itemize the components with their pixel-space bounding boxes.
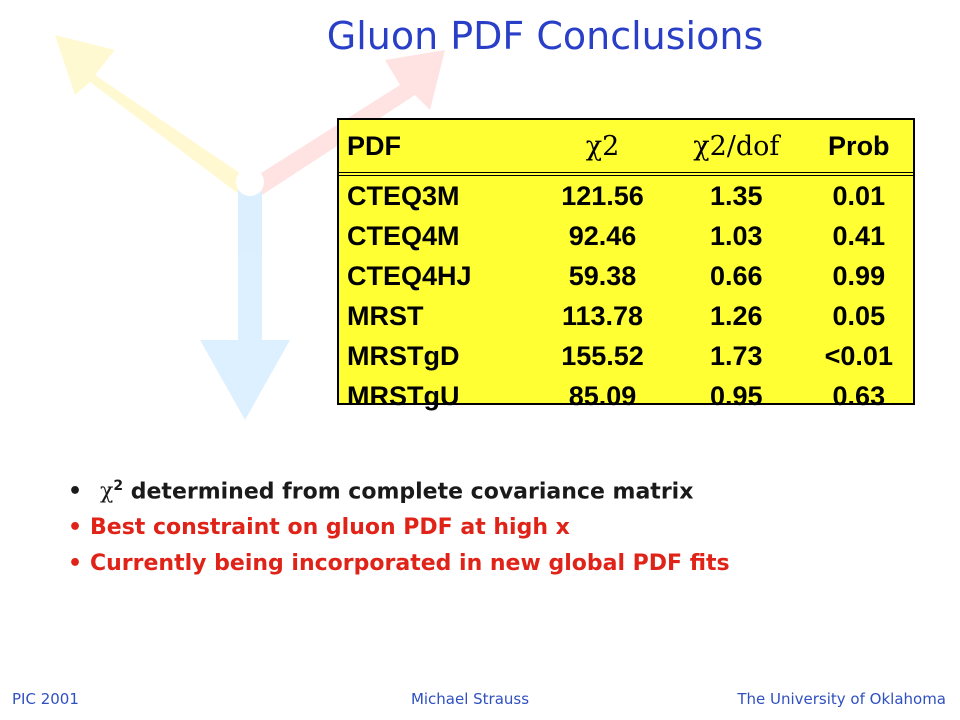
table-cell: CTEQ3M <box>347 180 460 211</box>
header-cell: χ2 <box>585 130 620 162</box>
slide-title: Gluon PDF Conclusions <box>326 14 764 58</box>
superscript: 2 <box>113 478 124 494</box>
table-cell: MRSTgU <box>347 380 460 411</box>
table-cell: 85.09 <box>568 380 637 411</box>
table-row: MRSTgD 155.52 1.73 <0.01 <box>339 336 913 376</box>
header-row: PDF χ2 χ2/dof Prob <box>339 120 913 174</box>
bullet-text: Best constraint on gluon PDF at high x <box>90 515 570 541</box>
bullet-text: determined from complete covariance matr… <box>130 479 694 505</box>
table-cell: CTEQ4HJ <box>347 260 472 291</box>
header-cell: χ2/dof <box>693 130 780 162</box>
table-cell: 1.35 <box>710 180 763 211</box>
table-cell: 59.38 <box>568 260 637 291</box>
bullet: • Best constraint on gluon PDF at high x <box>68 515 570 541</box>
table-cell: 1.26 <box>710 300 763 331</box>
table-cell: 92.46 <box>568 220 637 251</box>
header-cell: PDF <box>347 130 401 161</box>
table-cell: CTEQ4M <box>347 220 460 251</box>
table-cell: 0.63 <box>832 380 886 411</box>
table-cell: <0.01 <box>824 340 893 371</box>
footer-left: PIC 2001 <box>12 690 79 708</box>
footer-right: The University of Oklahoma <box>737 690 946 708</box>
table-row: MRST 113.78 1.26 0.05 <box>339 296 913 336</box>
table-cell: 1.73 <box>710 340 763 371</box>
table-cell: 0.99 <box>832 260 886 291</box>
table-cell: 0.66 <box>710 260 763 291</box>
bullet: • χ2 determined from complete covariance … <box>68 478 694 505</box>
footer-center: Michael Strauss <box>410 690 530 708</box>
header-cell: Prob <box>828 130 890 161</box>
chi-symbol: χ <box>100 479 114 505</box>
table-cell: MRSTgD <box>347 340 460 371</box>
results-table: PDF χ2 χ2/dof Prob CTEQ3M 121.56 1.35 0.01 CTEQ… <box>337 118 915 411</box>
table-cell: 1.03 <box>710 220 763 251</box>
table-row: MRSTgU 85.09 0.95 0.63 <box>339 376 913 416</box>
table-cell: 113.78 <box>561 300 644 331</box>
table-cell: 0.05 <box>832 300 886 331</box>
table-row: CTEQ4HJ 59.38 0.66 0.99 <box>339 256 913 296</box>
table-cell: 0.95 <box>710 380 763 411</box>
table: PDF χ2 χ2/dof Prob CTEQ3M 121.56 1.35 0.01 CTEQ… <box>339 120 913 416</box>
bullet: • Currently being incorporated in new glo… <box>68 551 730 577</box>
table-cell: MRST <box>347 300 424 331</box>
table-cell: 0.41 <box>832 220 886 251</box>
table-cell: 155.52 <box>561 340 644 371</box>
table-row: CTEQ4M 92.46 1.03 0.41 <box>339 216 913 256</box>
table-cell: 121.56 <box>561 180 644 211</box>
bullet-text: Currently being incorporated in new glob… <box>90 551 730 577</box>
table-row: CTEQ3M 121.56 1.35 0.01 <box>339 174 913 216</box>
bullet-list: • χ2 determined from complete covariance … <box>68 468 730 582</box>
table-cell: 0.01 <box>832 180 886 211</box>
table-body: CTEQ3M 121.56 1.35 0.01 CTEQ4M 92.46 1.03 0.41 C… <box>339 174 913 416</box>
